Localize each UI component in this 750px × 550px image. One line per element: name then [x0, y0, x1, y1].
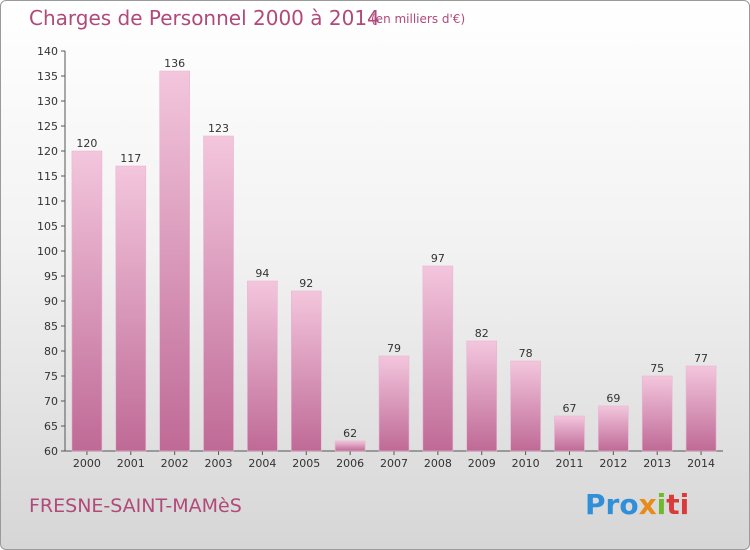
- data-label: 78: [519, 347, 533, 360]
- y-tick-label: 105: [37, 220, 58, 233]
- y-tick-label: 115: [37, 170, 58, 183]
- logo-part: x: [638, 488, 657, 521]
- data-label: 120: [76, 137, 97, 150]
- proxiti-logo: Proxiti: [585, 488, 689, 521]
- y-tick-label: 140: [37, 45, 58, 58]
- bar: [466, 340, 498, 452]
- x-tick-label: 2009: [468, 457, 496, 470]
- bar: [115, 165, 147, 452]
- bar: [247, 280, 278, 452]
- bar: [290, 290, 322, 452]
- y-tick-label: 130: [37, 95, 58, 108]
- y-tick-label: 100: [37, 245, 58, 258]
- data-label: 75: [650, 362, 664, 375]
- x-tick-label: 2000: [73, 457, 101, 470]
- x-tick-label: 2005: [292, 457, 320, 470]
- data-label: 136: [164, 57, 185, 70]
- bar: [641, 375, 673, 452]
- logo-part: i: [656, 488, 667, 521]
- x-tick-label: 2002: [161, 457, 189, 470]
- chart-title: Charges de Personnel 2000 à 2014: [29, 6, 380, 30]
- bar: [598, 405, 629, 452]
- data-label: 92: [299, 277, 313, 290]
- y-tick-label: 75: [44, 370, 58, 383]
- y-tick-label: 135: [37, 70, 58, 83]
- bars: [71, 70, 717, 452]
- chart-unit: (en milliers d'€): [371, 12, 466, 26]
- data-label: 94: [255, 267, 269, 280]
- x-tick-label: 2008: [424, 457, 452, 470]
- bar: [422, 265, 454, 452]
- y-tick-label: 110: [37, 195, 58, 208]
- data-label: 67: [562, 402, 576, 415]
- data-label: 97: [431, 252, 445, 265]
- data-label: 82: [475, 327, 489, 340]
- logo-part: ti: [666, 488, 690, 521]
- y-tick-label: 80: [44, 345, 58, 358]
- x-tick-label: 2007: [380, 457, 408, 470]
- bar: [685, 365, 717, 452]
- data-label: 62: [343, 427, 357, 440]
- y-tick-label: 70: [44, 395, 58, 408]
- x-tick-label: 2004: [248, 457, 276, 470]
- place-name: FRESNE-SAINT-MAMèS: [29, 495, 242, 517]
- x-tick-label: 2012: [599, 457, 627, 470]
- y-tick-label: 60: [44, 445, 58, 458]
- data-label: 79: [387, 342, 401, 355]
- x-tick-label: 2010: [512, 457, 540, 470]
- data-label: 123: [208, 122, 229, 135]
- bar: [203, 135, 234, 452]
- y-tick-label: 65: [44, 420, 58, 433]
- y-tick-label: 120: [37, 145, 58, 158]
- data-label: 117: [120, 152, 141, 165]
- x-tick-label: 2013: [643, 457, 671, 470]
- bar: [510, 360, 541, 452]
- bar: [554, 415, 585, 452]
- data-label: 77: [694, 352, 708, 365]
- x-tick-label: 2001: [117, 457, 145, 470]
- y-tick-label: 95: [44, 270, 58, 283]
- y-tick-label: 90: [44, 295, 58, 308]
- y-tick-label: 125: [37, 120, 58, 133]
- logo-part: Pro: [585, 488, 639, 521]
- bar: [159, 70, 190, 452]
- bar: [378, 355, 410, 452]
- x-tick-label: 2014: [687, 457, 715, 470]
- x-tick-label: 2006: [336, 457, 364, 470]
- x-tick-label: 2003: [205, 457, 233, 470]
- bar: [71, 150, 103, 452]
- axes: 60 65 70 75 80 85 90 95 100 105 110 115 120 125 130 135…: [37, 45, 723, 458]
- data-label: 69: [606, 392, 620, 405]
- x-tick-label: 2011: [555, 457, 583, 470]
- y-tick-label: 85: [44, 320, 58, 333]
- bar: [334, 440, 366, 452]
- labels: 2000 120 2001 117 2002 136 2003 123 2004 94 2005 92…: [73, 57, 715, 470]
